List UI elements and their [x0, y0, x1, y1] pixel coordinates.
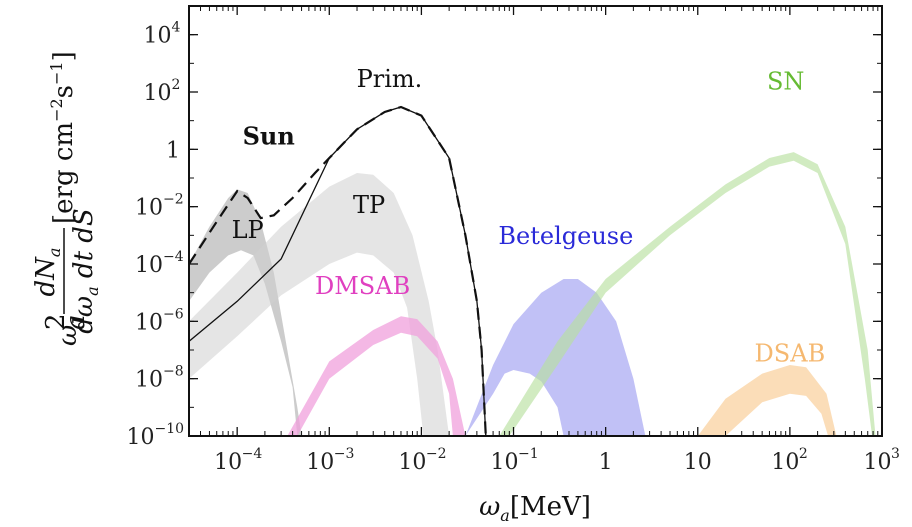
x-tick-label: 10 −2	[398, 446, 446, 475]
svg-text:10: 10	[864, 450, 892, 475]
x-tick-label: 1	[599, 450, 613, 475]
x-tick-label: 10 −1	[491, 446, 539, 475]
svg-text:−4: −4	[242, 446, 263, 462]
svg-text:2: 2	[41, 313, 71, 330]
x-axis-title: ωa[MeV]	[479, 492, 591, 525]
svg-text:dωa dt dS: dωa dt dS	[69, 208, 102, 333]
svg-text:dNa: dNa	[31, 248, 64, 297]
svg-text:1: 1	[166, 138, 180, 163]
y-tick-label: 10 4	[144, 20, 181, 49]
svg-text:10: 10	[306, 450, 334, 475]
x-tick-label: 10 3	[864, 446, 900, 475]
svg-text:2: 2	[799, 446, 808, 462]
y-tick-label: 10 −10	[127, 421, 185, 450]
band-tp	[189, 173, 450, 436]
svg-text:10: 10	[684, 450, 712, 475]
svg-text:[erg cm−2s−1]: [erg cm−2s−1]	[47, 51, 79, 224]
y-tick-label: 10 −2	[135, 192, 184, 221]
svg-text:4: 4	[172, 20, 181, 36]
annotations: Sun Prim. LP TP DMSAB Betelgeuse SN DSAB	[232, 65, 826, 367]
svg-text:10: 10	[398, 450, 426, 475]
svg-text:−10: −10	[155, 421, 185, 437]
y-tick-label: 10 −6	[135, 306, 184, 335]
label-prim: Prim.	[357, 65, 423, 93]
band-dsab	[697, 365, 837, 436]
band-dmsab	[287, 316, 466, 436]
label-sun: Sun	[243, 121, 295, 150]
svg-text:1: 1	[599, 450, 613, 475]
svg-text:−1: −1	[518, 446, 539, 462]
y-tick-label: 10 −8	[135, 364, 184, 393]
svg-text:2: 2	[172, 77, 181, 93]
svg-text:10: 10	[214, 450, 242, 475]
svg-text:−4: −4	[163, 249, 184, 265]
y-axis-title: ω a 2 dNa dωa dt dS [erg cm−2s−1]	[31, 51, 102, 346]
svg-text:−2: −2	[426, 446, 447, 462]
y-tick-label: 1	[166, 138, 180, 163]
svg-text:10: 10	[135, 253, 163, 278]
y-tick-label: 10 2	[144, 77, 181, 106]
svg-text:10: 10	[144, 81, 172, 106]
svg-text:ω: ω	[53, 325, 83, 346]
svg-text:−3: −3	[334, 446, 355, 462]
svg-text:−2: −2	[163, 192, 184, 208]
label-tp: TP	[353, 191, 385, 219]
svg-text:10: 10	[771, 450, 799, 475]
x-tick-label: 10 −4	[214, 446, 262, 475]
svg-text:−6: −6	[163, 306, 184, 322]
band-lp	[189, 189, 302, 436]
label-sn: SN	[767, 68, 804, 96]
plot-frame	[188, 5, 883, 437]
label-betelgeuse: Betelgeuse	[498, 222, 633, 250]
svg-text:a: a	[61, 314, 91, 330]
svg-text:−8: −8	[163, 364, 184, 380]
label-dmsab: DMSAB	[315, 272, 410, 300]
svg-text:10: 10	[135, 368, 163, 393]
label-lp: LP	[232, 216, 264, 244]
svg-text:10: 10	[135, 196, 163, 221]
svg-text:10: 10	[127, 425, 155, 450]
y-tick-label: 10 −4	[135, 249, 184, 278]
line-prim	[189, 106, 487, 436]
svg-text:10: 10	[491, 450, 519, 475]
plot-area	[189, 105, 876, 436]
x-tick-label: 10	[684, 450, 712, 475]
label-dsab: DSAB	[755, 339, 826, 367]
x-tick-label: 10 2	[771, 446, 807, 475]
svg-text:10: 10	[144, 24, 172, 49]
svg-text:10: 10	[135, 310, 163, 335]
x-tick-label: 10 −3	[306, 446, 354, 475]
svg-text:3: 3	[891, 446, 900, 462]
